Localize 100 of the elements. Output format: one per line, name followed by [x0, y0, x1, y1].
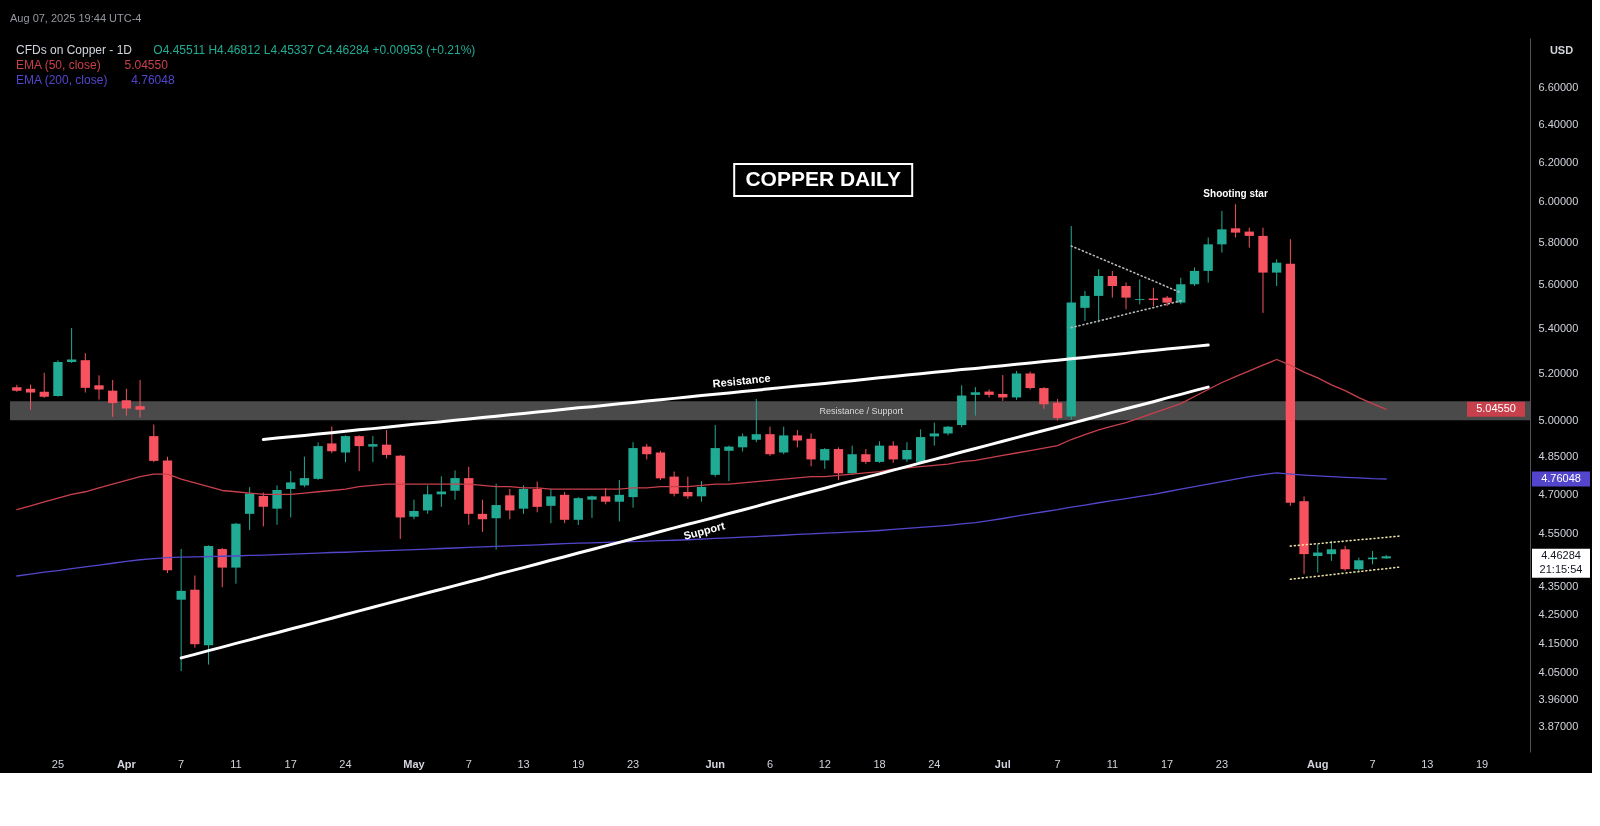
line-series — [1289, 566, 1401, 581]
candlestick — [765, 426, 775, 457]
x-tick-label: Aug — [1307, 757, 1329, 770]
y-tick-label: 5.40000 — [1538, 321, 1579, 334]
annotation: O4.45511 H4.46812 L4.45337 C4.46284 +0.00953 (+0.21%) — [153, 43, 476, 57]
x-tick-label: 13 — [517, 757, 530, 770]
candlestick — [724, 445, 734, 482]
x-tick-label: Jul — [994, 757, 1011, 770]
candlestick — [491, 483, 501, 551]
candlestick — [984, 388, 994, 398]
x-tick-label: 23 — [626, 757, 640, 770]
candlestick — [1135, 278, 1145, 305]
candlestick — [121, 388, 132, 417]
band-label: Resistance / Support — [819, 405, 904, 416]
candlestick — [683, 476, 693, 500]
line-series — [261, 343, 1210, 442]
candlestick — [751, 398, 761, 443]
x-tick-label: 11 — [1106, 757, 1119, 770]
text: EMA (50, close) — [16, 58, 101, 72]
candlestick — [779, 426, 789, 455]
candlestick — [94, 374, 104, 401]
text: Support — [682, 519, 727, 542]
candlestick — [258, 492, 268, 527]
candlestick — [970, 386, 981, 417]
candlestick — [327, 425, 337, 454]
y-tick-label: 4.35000 — [1538, 580, 1579, 593]
line-series — [1289, 535, 1401, 547]
candlestick — [518, 484, 529, 515]
candlestick — [1121, 282, 1131, 310]
x-tick-label: 13 — [1421, 757, 1434, 770]
x-tick-label: 7 — [1369, 757, 1376, 770]
y-tick-label: 6.20000 — [1538, 156, 1579, 169]
candlestick — [450, 469, 460, 501]
y-tick-label: 5.60000 — [1538, 278, 1579, 290]
text: 4.46284 — [1541, 549, 1581, 562]
x-tick-label: 23 — [1215, 757, 1229, 770]
x-tick-label: 25 — [51, 757, 65, 770]
y-tick-label: 4.85000 — [1538, 450, 1579, 463]
candlestick — [696, 480, 707, 503]
candlestick — [286, 470, 296, 518]
x-tick-label: May — [403, 757, 426, 770]
annotation: Shooting star — [1203, 188, 1268, 200]
x-tick-label: 18 — [873, 757, 886, 770]
candlestick — [1244, 227, 1254, 249]
annotation: 4.76048 — [131, 73, 175, 87]
y-tick-label: 4.70000 — [1538, 487, 1579, 500]
candlestick — [1107, 270, 1117, 299]
x-tick-label: 11 — [230, 757, 242, 770]
candlestick — [381, 429, 392, 459]
x-tick-label: Jun — [705, 757, 726, 770]
x-tick-label: 17 — [284, 757, 297, 770]
candlestick — [737, 432, 748, 453]
candlestick — [39, 372, 49, 399]
candlestick — [806, 432, 816, 467]
x-tick-label: 19 — [1475, 757, 1489, 770]
candlestick — [423, 484, 433, 515]
candlestick — [669, 471, 679, 497]
text: 5.04550 — [1476, 402, 1516, 415]
candlestick — [1052, 398, 1063, 421]
candlestick — [861, 448, 871, 465]
candlestick — [573, 496, 583, 526]
chart-subtitle: CFDs on Copper - 1D — [16, 43, 133, 57]
candlestick — [874, 440, 885, 464]
candlestick — [1340, 545, 1350, 572]
candlestick — [340, 434, 351, 463]
candlestick — [1080, 290, 1090, 322]
x-tick-label: Apr — [116, 757, 137, 770]
candlestick — [272, 484, 282, 526]
y-tick-label: 5.00000 — [1538, 413, 1579, 426]
y-tick-label: 6.00000 — [1538, 195, 1579, 208]
candlestick — [1148, 287, 1159, 307]
x-tick-label: 17 — [1160, 757, 1174, 770]
candlestick — [614, 479, 625, 522]
line-series — [16, 472, 1387, 577]
y-axis-title: USD — [1549, 43, 1574, 56]
candlestick — [176, 548, 186, 672]
candlestick — [244, 486, 255, 531]
candlestick — [108, 379, 118, 418]
candlestick — [1326, 540, 1337, 562]
text: EMA (200, close) — [16, 73, 108, 87]
text: Resistance — [712, 371, 772, 390]
candlestick — [820, 447, 830, 470]
y-tick-label: 3.87000 — [1538, 720, 1579, 733]
candlestick — [409, 499, 419, 520]
candlestick — [1093, 268, 1104, 324]
candlestick — [1162, 295, 1172, 307]
candlestick — [1011, 370, 1022, 401]
x-tick-label: 12 — [818, 757, 831, 770]
candlestick — [1272, 258, 1282, 287]
candlestick — [135, 379, 145, 419]
candlestick — [1217, 210, 1227, 254]
candlestick — [1189, 267, 1200, 287]
x-tick-label: 19 — [572, 757, 585, 770]
candlestick — [354, 434, 364, 472]
text: 21:15:54 — [1539, 563, 1583, 576]
x-tick-label: 24 — [928, 757, 941, 770]
candlestick — [929, 422, 939, 447]
x-tick-label: 24 — [339, 757, 352, 770]
x-tick-label: 6 — [766, 757, 774, 770]
y-tick-label: 6.40000 — [1538, 118, 1579, 131]
